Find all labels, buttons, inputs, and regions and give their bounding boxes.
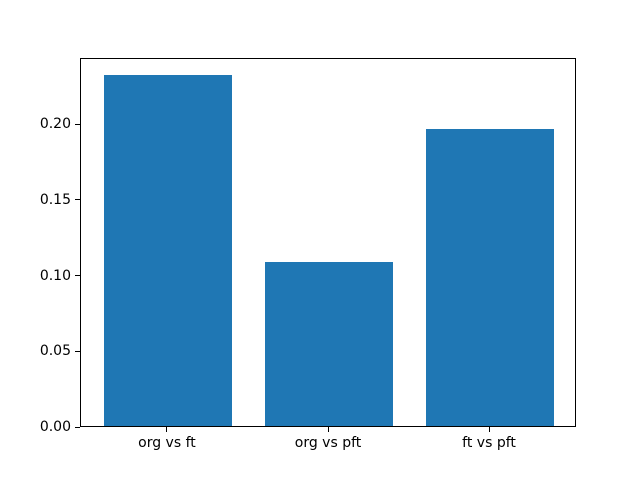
y-tick-label: 0.20 <box>39 116 71 133</box>
plot-area <box>80 58 576 427</box>
bar-org-vs-ft <box>103 74 233 426</box>
x-tick-label: org vs pft <box>294 435 362 451</box>
y-tick-label: 0.05 <box>39 343 71 360</box>
y-tick-mark <box>75 123 80 125</box>
x-tick-label: ft vs pft <box>462 435 516 451</box>
y-tick-mark <box>75 350 80 352</box>
x-tick-mark <box>166 427 168 432</box>
y-tick-mark <box>75 199 80 201</box>
y-tick-mark <box>75 426 80 428</box>
y-tick-label: 0.15 <box>39 191 71 208</box>
y-tick-label: 0.00 <box>39 419 71 435</box>
x-tick-mark <box>488 427 490 432</box>
x-tick-mark <box>327 427 329 432</box>
bar-ft-vs-pft <box>425 129 555 426</box>
y-tick-label: 0.10 <box>39 267 71 284</box>
y-tick-mark <box>75 275 80 277</box>
x-tick-label: org vs ft <box>138 435 196 451</box>
bar-org-vs-pft <box>264 262 394 426</box>
